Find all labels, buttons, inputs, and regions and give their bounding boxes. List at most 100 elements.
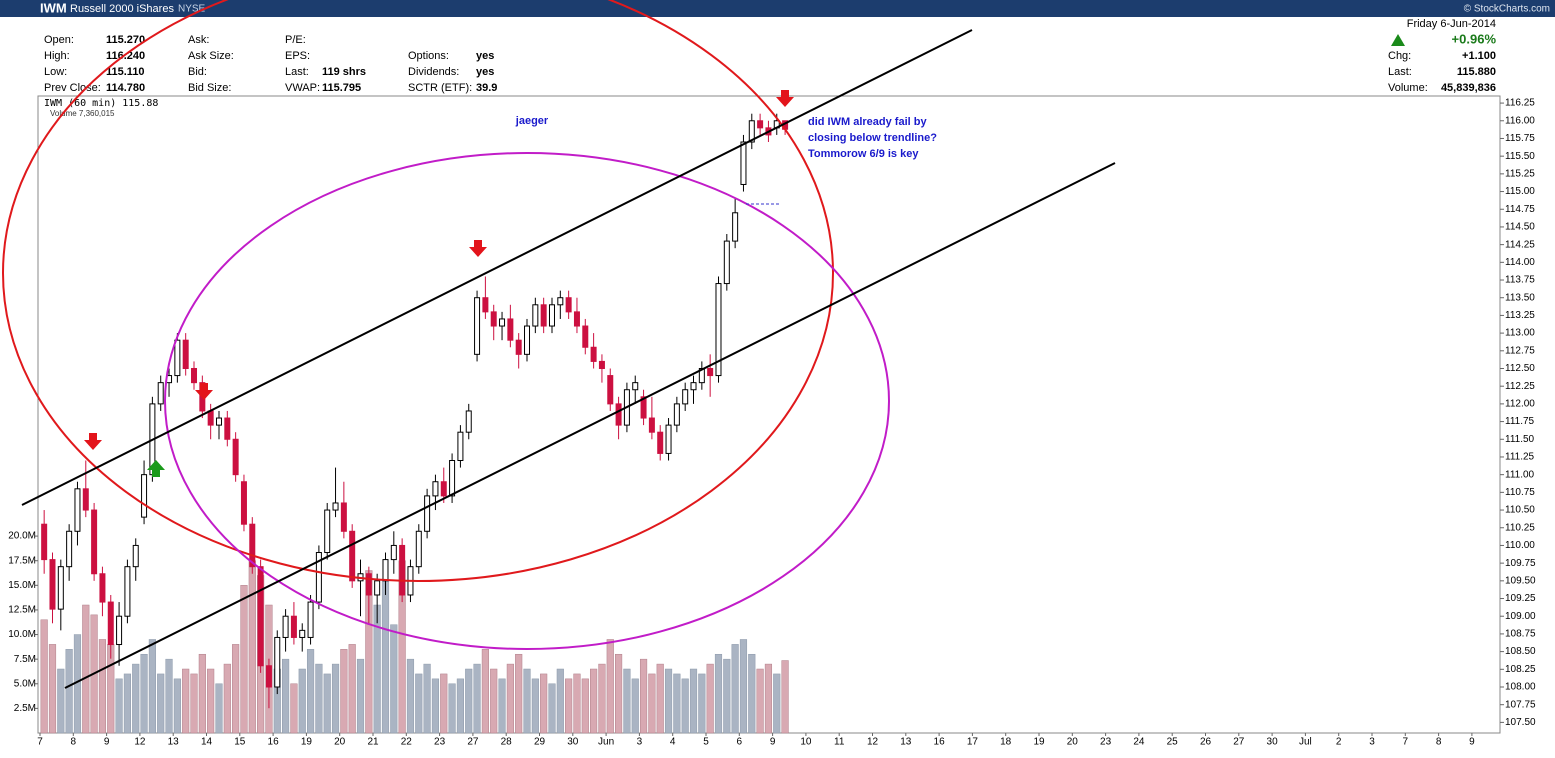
info-value: 115.270	[106, 34, 145, 46]
candle-body	[449, 460, 456, 497]
y-tick-label: 112.75	[1505, 345, 1535, 356]
volume-bar	[248, 560, 256, 734]
x-tick-label: 7	[37, 737, 43, 748]
candle-body	[524, 325, 531, 355]
y-tick-label: 112.50	[1505, 363, 1535, 374]
y-tick-label: 109.00	[1505, 611, 1536, 622]
candle-body	[340, 502, 347, 532]
candle-body	[507, 318, 514, 341]
candle-body	[49, 559, 56, 610]
volume-bar	[590, 668, 598, 734]
x-tick-label: 19	[1033, 737, 1045, 748]
upper-trendline	[21, 29, 973, 506]
y-tick-label: 114.00	[1505, 257, 1535, 268]
note-line: closing below trendline?	[808, 132, 937, 144]
y-tick-label: 115.75	[1505, 133, 1535, 144]
x-tick-label: 13	[168, 737, 180, 748]
legend-price: IWM (60 min) 115.88	[44, 98, 158, 109]
candle-body	[282, 615, 289, 638]
volume-bar	[207, 668, 215, 734]
candle-body	[665, 424, 672, 454]
volume-bar	[240, 585, 248, 734]
volume-bar	[356, 658, 365, 734]
info-value: 39.9	[476, 82, 497, 94]
x-tick-label: 14	[201, 737, 213, 748]
x-tick-label: 4	[670, 737, 676, 748]
volume-bar	[689, 668, 698, 734]
candle-body	[182, 339, 189, 369]
volume-bar	[556, 668, 564, 734]
candle-body	[615, 403, 622, 426]
candle-body	[557, 297, 564, 306]
volume-bar	[132, 663, 140, 734]
info-value: 116.240	[106, 50, 145, 62]
volume-bar	[123, 673, 131, 734]
y-tick-label: 109.25	[1505, 593, 1536, 604]
candle-body	[748, 120, 755, 143]
candle-body	[432, 481, 439, 497]
volume-bar	[290, 683, 298, 734]
volume-bar	[473, 663, 481, 734]
candle-body	[548, 304, 555, 327]
info-label: Volume:	[1388, 82, 1428, 94]
volume-bar	[656, 663, 664, 734]
info-label: EPS:	[285, 50, 310, 62]
volume-bar	[639, 658, 648, 734]
volume-bar	[223, 663, 231, 734]
symbol: IWM	[40, 0, 67, 15]
volume-bar	[748, 653, 756, 734]
y2-tick-label: 7.5M	[14, 654, 36, 665]
info-label: High:	[44, 50, 70, 62]
y2-tick-label: 12.5M	[8, 605, 36, 616]
volume-bar	[440, 673, 448, 734]
candle-body	[307, 601, 314, 638]
volume-bar	[306, 649, 315, 734]
candle-body	[191, 367, 198, 384]
candle-body	[690, 382, 697, 391]
x-tick-label: 28	[501, 737, 513, 748]
candle-body	[465, 410, 472, 433]
candle-body	[324, 509, 331, 554]
lower-trendline	[64, 162, 1116, 689]
info-label: Prev Close:	[44, 82, 101, 94]
volume-bar	[215, 683, 223, 734]
y-tick-label: 112.25	[1505, 381, 1535, 392]
candle-body	[57, 566, 64, 610]
volume-bar	[598, 663, 606, 734]
volume-bar	[565, 678, 573, 734]
legend-volume: Volume 7,360,015	[50, 109, 115, 118]
y-tick-label: 109.75	[1505, 558, 1536, 569]
magenta-ellipse	[164, 152, 890, 650]
info-value: 119 shrs	[322, 66, 366, 78]
candle-body	[482, 297, 489, 313]
volume-bar	[190, 673, 198, 734]
red-ellipse	[2, 0, 834, 582]
candle-body	[116, 615, 123, 646]
candle-body	[490, 311, 497, 327]
x-tick-label: 12	[867, 737, 879, 748]
volume-bar	[731, 644, 739, 734]
info-label: Options:	[408, 50, 449, 62]
volume-bar	[515, 653, 523, 734]
candle-body	[657, 431, 664, 454]
y-tick-label: 115.25	[1505, 168, 1535, 179]
author: jaeger	[515, 115, 549, 127]
volume-bar	[298, 668, 306, 734]
y-tick-label: 111.25	[1505, 452, 1535, 463]
candle-body	[757, 120, 764, 129]
candle-body	[440, 481, 447, 497]
candle-body	[249, 523, 256, 568]
candle-body	[607, 375, 614, 405]
volume-bar	[148, 639, 156, 734]
x-tick-label: 25	[1167, 737, 1179, 748]
x-tick-label: 19	[301, 737, 313, 748]
title-bar	[0, 0, 1555, 17]
candle-body	[240, 481, 247, 525]
volume-bar	[415, 673, 423, 734]
volume-bar	[57, 668, 65, 734]
volume-bar	[48, 644, 57, 734]
y-tick-label: 111.50	[1505, 434, 1535, 445]
y-tick-label: 114.50	[1505, 222, 1535, 233]
volume-bar	[98, 639, 107, 734]
candle-body	[532, 304, 539, 327]
